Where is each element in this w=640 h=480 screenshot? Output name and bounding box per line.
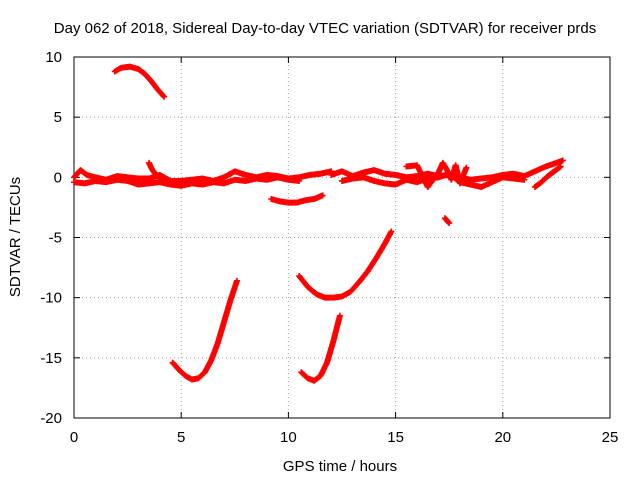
- y-tick-label: -5: [49, 230, 62, 247]
- x-tick-label: 0: [70, 429, 78, 446]
- data-point: [388, 228, 395, 235]
- data-point: [296, 177, 303, 184]
- y-axis-title: SDTVAR / TECUs: [7, 177, 24, 297]
- data-points: [71, 63, 566, 384]
- series-bumps-17-18: [403, 159, 470, 190]
- y-tick-label: 0: [54, 169, 62, 186]
- data-point: [521, 176, 528, 183]
- x-tick-label: 15: [387, 429, 404, 446]
- chart-title: Day 062 of 2018, Sidereal Day-to-day VTE…: [54, 20, 596, 37]
- series-arc-low-1: [169, 277, 240, 383]
- y-tick-label: -10: [40, 290, 62, 307]
- series-arc-mid: [296, 228, 395, 301]
- series-dot-17: [441, 215, 453, 227]
- x-tick-label: 5: [177, 429, 185, 446]
- data-point: [161, 93, 168, 100]
- y-tick-label: -20: [40, 410, 62, 427]
- axis-ticks: 0 5 10 15 20 25 -20 -15 -10 -5 0 5 10: [40, 49, 618, 446]
- data-point: [319, 192, 326, 199]
- data-point: [556, 164, 563, 171]
- data-point: [559, 157, 566, 164]
- data-point: [160, 92, 167, 99]
- x-tick-label: 20: [494, 429, 511, 446]
- y-tick-label: 5: [54, 109, 62, 126]
- data-point: [557, 163, 564, 170]
- series-arc-low-2: [298, 312, 343, 384]
- data-point: [336, 312, 343, 319]
- y-tick-label: -15: [40, 350, 62, 367]
- data-point: [446, 220, 453, 227]
- y-tick-label: 10: [45, 49, 62, 66]
- series-tail-21-23: [531, 163, 564, 190]
- series-arc-high: [111, 63, 168, 100]
- data-point: [158, 177, 165, 184]
- series-spike-near-4: [146, 159, 165, 184]
- x-tick-label: 10: [280, 429, 297, 446]
- grid: [74, 57, 610, 418]
- data-point: [463, 164, 470, 171]
- series-dip-9-11: [268, 192, 326, 206]
- x-tick-label: 25: [602, 429, 619, 446]
- x-axis-title: GPS time / hours: [283, 458, 397, 475]
- data-point: [233, 277, 240, 284]
- series-baseline-b: [71, 174, 303, 189]
